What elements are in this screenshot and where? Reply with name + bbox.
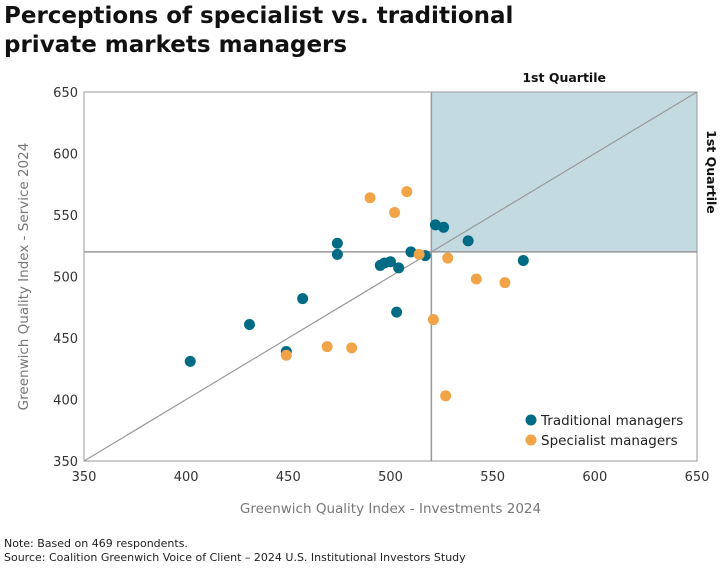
x-tick-label: 500 [378, 470, 403, 485]
x-tick-label: 600 [582, 470, 607, 485]
y-tick-label: 550 [53, 209, 78, 224]
data-point [385, 256, 396, 268]
data-point [442, 252, 454, 264]
y-tick-label: 350 [53, 455, 78, 470]
y-tick-label: 400 [53, 394, 78, 409]
data-point [184, 355, 196, 367]
data-point [499, 277, 511, 289]
data-point [440, 390, 452, 402]
x-axis-label: Greenwich Quality Index - Investments 20… [240, 501, 541, 517]
source: Source: Coalition Greenwich Voice of Cli… [4, 551, 466, 564]
data-point [413, 248, 425, 260]
y-tick-label: 500 [53, 271, 78, 286]
legend-label: Specialist managers [541, 433, 678, 449]
y-tick-label: 450 [53, 332, 78, 347]
data-point [244, 318, 256, 330]
data-point [331, 248, 343, 260]
x-tick-label: 400 [174, 470, 199, 485]
diagonal-line [83, 91, 698, 462]
data-point [389, 207, 401, 219]
chart-title: Perceptions of specialist vs. traditiona… [4, 3, 514, 58]
legend-marker [525, 414, 537, 426]
legend-label: Traditional managers [540, 413, 683, 429]
data-point [427, 314, 439, 326]
data-point [346, 342, 358, 354]
data-point [393, 262, 405, 274]
x-tick-label: 550 [480, 470, 505, 485]
data-point [331, 237, 343, 249]
quartile-label-right: 1st Quartile [704, 130, 719, 214]
data-point [470, 273, 482, 285]
data-point [462, 235, 474, 247]
data-point [321, 341, 333, 353]
x-tick-label: 450 [276, 470, 301, 485]
data-point [280, 349, 292, 361]
legend-marker [525, 434, 537, 446]
x-tick-label: 350 [72, 470, 97, 485]
data-point [438, 221, 450, 233]
data-point [364, 192, 376, 204]
y-tick-label: 650 [53, 86, 78, 101]
x-tick-label: 650 [685, 470, 710, 485]
plot-frame [83, 91, 698, 462]
data-point [401, 186, 413, 198]
note: Note: Based on 469 respondents. [4, 537, 188, 550]
data-point [297, 293, 309, 305]
y-tick-label: 600 [53, 148, 78, 163]
y-axis-label: Greenwich Quality Index - Service 2024 [16, 143, 32, 411]
data-point [391, 306, 403, 318]
data-point [517, 255, 529, 267]
quartile-label-top: 1st Quartile [522, 70, 606, 85]
